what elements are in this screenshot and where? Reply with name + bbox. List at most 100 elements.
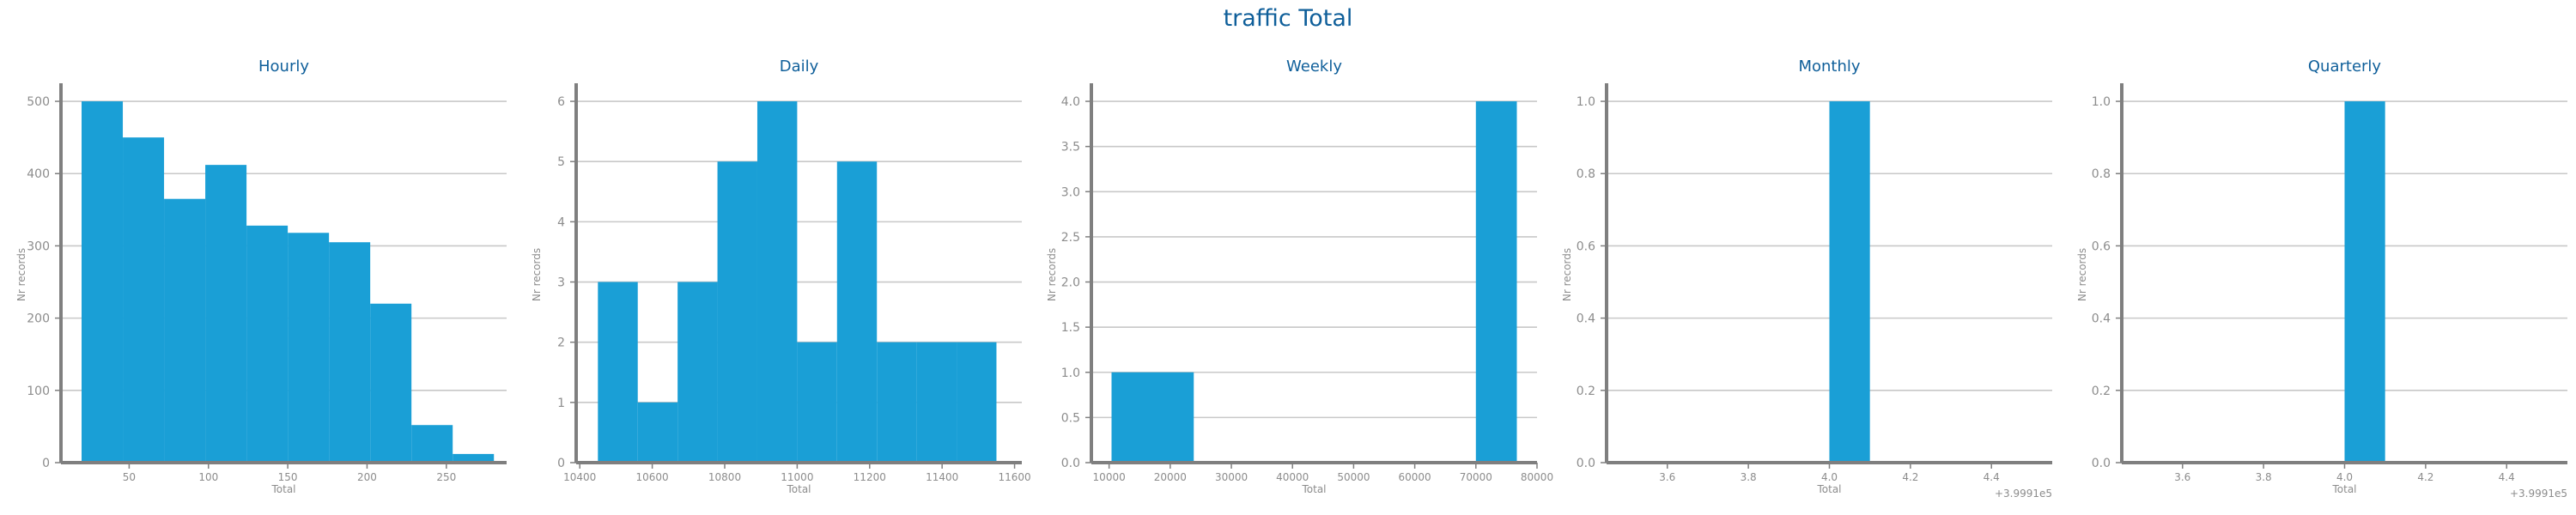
- x-axis-label: Total: [1301, 483, 1326, 495]
- y-tick-label: 0.4: [2092, 312, 2111, 326]
- histogram-bar: [205, 165, 247, 463]
- x-axis-label: Total: [270, 483, 295, 495]
- y-tick-label: 0.8: [1577, 167, 1595, 181]
- x-tick-label: 30000: [1215, 471, 1248, 483]
- x-axis-label: Total: [1816, 483, 1841, 495]
- x-tick-label: 200: [357, 471, 377, 483]
- x-tick-label: 11600: [998, 471, 1030, 483]
- x-tick-label: 10600: [636, 471, 669, 483]
- histogram-bar: [957, 342, 997, 463]
- y-tick-label: 0.5: [1061, 411, 1080, 425]
- x-tick-label: 50000: [1337, 471, 1370, 483]
- histogram-bar: [677, 282, 718, 463]
- x-tick-label: 50: [123, 471, 136, 483]
- y-tick-label: 4.0: [1061, 95, 1080, 109]
- y-tick-label: 1.0: [1061, 367, 1080, 380]
- histogram-bar: [836, 161, 878, 463]
- panel-title: Daily: [780, 58, 819, 76]
- panel-title: Hourly: [258, 58, 309, 76]
- y-axis-label: Nr records: [15, 248, 27, 301]
- x-tick-label: 3.8: [1741, 471, 1757, 483]
- histogram-bar: [1829, 101, 1870, 464]
- y-tick-label: 4: [557, 215, 565, 229]
- y-tick-label: 2: [557, 336, 565, 350]
- x-tick-label: 4.4: [1984, 471, 2000, 483]
- y-tick-label: 1.0: [2092, 95, 2111, 109]
- y-tick-label: 0.8: [2092, 167, 2111, 181]
- histogram-bar: [637, 402, 678, 463]
- x-tick-label: 4.0: [1821, 471, 1838, 483]
- histogram-bar: [82, 101, 124, 464]
- y-axis-label: Nr records: [1046, 248, 1058, 301]
- x-axis-label: Total: [786, 483, 811, 495]
- histogram-bar: [2344, 101, 2385, 464]
- y-tick-label: 400: [27, 167, 50, 181]
- x-tick-label: 150: [278, 471, 298, 483]
- histogram-bar: [598, 282, 638, 463]
- histogram-bar: [756, 101, 798, 464]
- panel-title: Quarterly: [2308, 58, 2382, 76]
- y-tick-label: 3.0: [1061, 185, 1080, 199]
- x-tick-label: 10400: [563, 471, 596, 483]
- y-tick-label: 0.2: [2092, 385, 2111, 398]
- x-tick-label: 10800: [708, 471, 741, 483]
- x-offset-label: +3.9991e5: [1995, 488, 2052, 500]
- y-tick-label: 1: [557, 397, 565, 410]
- histogram-bar: [916, 342, 957, 463]
- y-tick-label: 6: [557, 95, 565, 109]
- x-tick-label: 4.2: [1902, 471, 1918, 483]
- panel-title: Monthly: [1798, 58, 1860, 76]
- histogram-bar: [877, 342, 917, 463]
- histogram-bar: [164, 198, 206, 463]
- x-tick-label: 3.6: [1659, 471, 1675, 483]
- x-tick-label: 70000: [1460, 471, 1492, 483]
- x-tick-label: 100: [198, 471, 218, 483]
- y-tick-label: 2.5: [1061, 231, 1080, 245]
- x-tick-label: 60000: [1399, 471, 1431, 483]
- histogram-bar: [370, 303, 412, 463]
- histogram-bar: [123, 137, 165, 463]
- y-tick-label: 0.0: [1061, 457, 1080, 470]
- x-tick-label: 40000: [1276, 471, 1309, 483]
- y-tick-label: 0.0: [2092, 457, 2111, 470]
- y-axis-label: Nr records: [531, 248, 543, 301]
- x-tick-label: 80000: [1521, 471, 1553, 483]
- x-axis-label: Total: [2331, 483, 2356, 495]
- x-tick-label: 4.2: [2417, 471, 2433, 483]
- y-tick-label: 300: [27, 239, 50, 253]
- y-tick-label: 0.0: [1577, 457, 1595, 470]
- histogram-bar: [1475, 101, 1517, 464]
- x-tick-label: 3.8: [2256, 471, 2272, 483]
- y-tick-label: 3: [557, 276, 565, 290]
- x-tick-label: 10000: [1093, 471, 1126, 483]
- y-tick-label: 200: [27, 312, 50, 326]
- y-axis-label: Nr records: [1561, 248, 1573, 301]
- y-tick-label: 0.4: [1577, 312, 1595, 326]
- x-tick-label: 11400: [926, 471, 958, 483]
- histogram-bar: [288, 233, 330, 463]
- x-tick-label: 11200: [854, 471, 886, 483]
- y-tick-label: 0.6: [1577, 239, 1595, 253]
- y-tick-label: 0.6: [2092, 239, 2111, 253]
- histogram-bar: [329, 242, 371, 463]
- y-tick-label: 0: [557, 457, 565, 470]
- y-tick-label: 0.2: [1577, 385, 1595, 398]
- y-tick-label: 2.0: [1061, 276, 1080, 290]
- y-tick-label: 1.5: [1061, 321, 1080, 335]
- y-tick-label: 5: [557, 155, 565, 169]
- figure-title: traffic Total: [1223, 5, 1353, 32]
- x-tick-label: 4.0: [2336, 471, 2353, 483]
- x-offset-label: +3.9991e5: [2510, 488, 2567, 500]
- histogram-bar: [797, 342, 837, 463]
- x-tick-label: 11000: [781, 471, 813, 483]
- x-tick-label: 250: [436, 471, 456, 483]
- y-tick-label: 100: [27, 385, 50, 398]
- histogram-bar: [411, 425, 453, 463]
- histogram-bar: [453, 453, 495, 463]
- histogram-bar: [1111, 372, 1194, 463]
- y-tick-label: 0: [42, 457, 50, 470]
- y-tick-label: 1.0: [1577, 95, 1595, 109]
- panel-title: Weekly: [1286, 58, 1342, 76]
- x-tick-label: 3.6: [2174, 471, 2190, 483]
